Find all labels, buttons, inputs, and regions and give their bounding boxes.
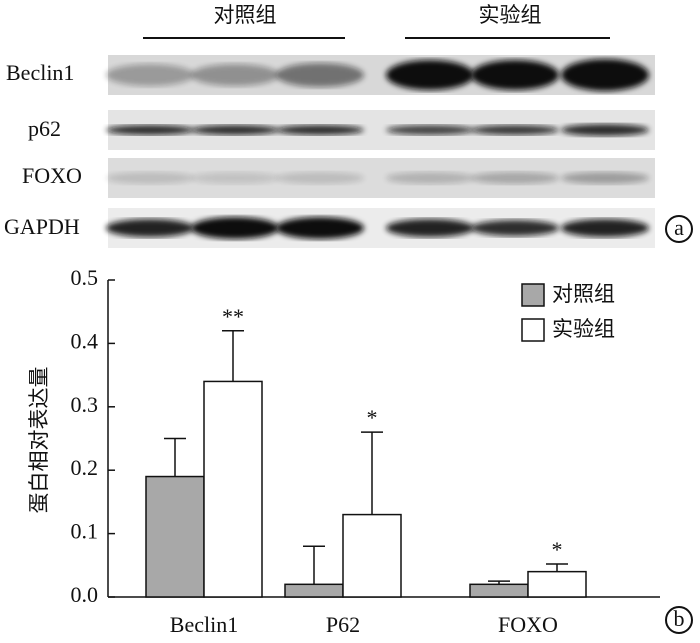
- x-tick-label: FOXO: [498, 612, 558, 637]
- blot-band: [276, 63, 364, 87]
- row-label: FOXO: [22, 163, 82, 188]
- row-label: GAPDH: [4, 214, 80, 239]
- blot-band: [386, 172, 474, 184]
- error-bar: [361, 431, 383, 515]
- blot-band: [106, 125, 194, 135]
- bar: [145, 475, 205, 598]
- y-tick-label: 0.2: [71, 455, 99, 480]
- y-axis-label: 蛋白相对表达量: [27, 367, 51, 514]
- blot-band: [471, 172, 559, 184]
- error-bar: [164, 437, 186, 477]
- panel-badge: [665, 215, 693, 243]
- blot-band: [191, 64, 279, 86]
- row-label: Beclin1: [6, 60, 74, 85]
- blot-band: [561, 124, 649, 136]
- blot-band: [276, 125, 364, 135]
- y-tick-label: 0.3: [71, 392, 99, 417]
- legend-label: 对照组: [552, 282, 615, 306]
- y-tick-label: 0.4: [71, 328, 99, 353]
- significance-label: *: [552, 537, 563, 562]
- blot-band: [106, 64, 194, 86]
- error-bar: [303, 545, 325, 585]
- error-bar: [222, 329, 244, 382]
- x-tick-label: Beclin1: [170, 612, 238, 637]
- blot-band: [471, 220, 559, 236]
- bar: [342, 513, 402, 598]
- group-label: 实验组: [479, 3, 542, 27]
- bar: [527, 570, 587, 598]
- significance-label: **: [222, 304, 244, 329]
- blot-band: [561, 219, 649, 237]
- y-tick-label: 0.5: [71, 265, 99, 290]
- legend-label: 实验组: [552, 317, 615, 341]
- blot-band: [191, 172, 279, 184]
- panel-label: a: [674, 215, 684, 240]
- blot-band: [106, 172, 194, 184]
- y-tick-label: 0.1: [71, 519, 99, 544]
- blot-band: [386, 219, 474, 237]
- y-tick-label: 0.0: [71, 582, 99, 607]
- legend-swatch: [521, 283, 545, 307]
- error-bar: [546, 563, 568, 572]
- legend-swatch: [521, 318, 545, 342]
- blot-band: [471, 125, 559, 135]
- blot-band: [561, 172, 649, 184]
- blot-band: [386, 125, 474, 135]
- blot-band: [276, 172, 364, 184]
- bar: [203, 380, 263, 598]
- blot-band: [106, 219, 194, 237]
- bar: [469, 583, 529, 598]
- blot-band: [386, 60, 474, 90]
- blot-band: [191, 125, 279, 135]
- western-blot: 对照组 实验组 Beclin1 p62 FOXO GAPDH a: [4, 3, 693, 248]
- blot-band: [471, 60, 559, 90]
- panel-label: b: [674, 606, 685, 631]
- bar: [284, 583, 344, 598]
- blot-band: [276, 217, 364, 239]
- blot-band: [191, 217, 279, 239]
- group-label: 对照组: [214, 3, 277, 27]
- significance-label: *: [367, 405, 378, 430]
- panel-badge: [665, 606, 693, 634]
- row-label: p62: [28, 116, 61, 141]
- blot-band: [561, 59, 649, 91]
- x-tick-label: P62: [326, 612, 360, 637]
